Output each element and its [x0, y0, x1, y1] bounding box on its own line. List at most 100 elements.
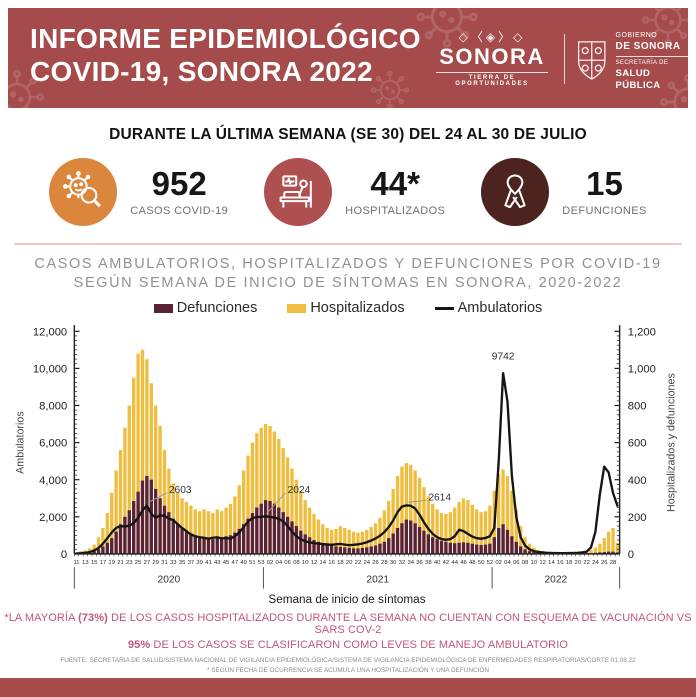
defunciones-value: 15 [586, 165, 623, 202]
svg-text:04: 04 [504, 560, 511, 566]
legend-hospitalizados: Hospitalizados [287, 300, 405, 317]
svg-text:11: 11 [73, 560, 79, 566]
svg-text:42: 42 [443, 560, 450, 566]
svg-text:47: 47 [232, 560, 239, 566]
svg-text:12: 12 [311, 560, 318, 566]
mild-cases-text: DE LOS CASOS SE CLASIFICARON COMO LEVES … [150, 639, 569, 652]
sonora-logo-glyphs-icon: ◇〈◈〉◇ [458, 30, 526, 44]
svg-text:19: 19 [108, 560, 115, 566]
legend-defunciones: Defunciones [153, 300, 258, 317]
svg-text:06: 06 [284, 560, 291, 566]
main-content: DURANTE LA ÚLTIMA SEMANA (SE 30) DEL 24 … [0, 108, 696, 676]
gobierno-text: GOBIERNO DE SONORA SECRETARÍA DE SALUD P… [615, 32, 688, 92]
vaccination-note-text2: DE LOS CASOS HOSPITALIZADOS DURANTE LA S… [107, 612, 692, 637]
svg-text:14: 14 [320, 560, 327, 566]
svg-text:0: 0 [628, 549, 634, 561]
svg-text:800: 800 [628, 401, 647, 413]
svg-text:26: 26 [601, 560, 608, 566]
svg-text:10: 10 [302, 560, 309, 566]
x-axis-title: Semana de inicio de síntomas [268, 593, 425, 606]
svg-text:46: 46 [460, 560, 467, 566]
defunciones-swatch-icon [153, 303, 173, 313]
legend-hospitalizados-label: Hospitalizados [310, 300, 405, 317]
chart-title-line1: CASOS AMBULATORIOS, HOSPITALIZADOS Y DEF… [34, 256, 662, 272]
gobierno-line1: GOBIERNO [615, 32, 658, 39]
svg-text:8,000: 8,000 [39, 401, 67, 413]
svg-text:32: 32 [399, 560, 406, 566]
stat-casos: 952 CASOS COVID-19 [49, 158, 228, 226]
bars-hospitalizados [74, 350, 620, 555]
svg-text:49: 49 [240, 560, 247, 566]
casos-value: 952 [151, 165, 207, 202]
svg-text:40: 40 [434, 560, 441, 566]
svg-text:18: 18 [337, 560, 344, 566]
svg-text:2022: 2022 [545, 575, 568, 586]
svg-text:17: 17 [100, 560, 107, 566]
svg-text:04: 04 [276, 560, 283, 566]
svg-text:6,000: 6,000 [39, 438, 67, 450]
svg-text:08: 08 [522, 560, 529, 566]
sonora-logo: ◇〈◈〉◇ SONORA TIERRA DE OPORTUNIDADES [436, 28, 548, 87]
sonora-logo-tagline: TIERRA DE OPORTUNIDADES [436, 72, 548, 87]
source-note: FUENTE: SECRETARIA DE SALUD/SISTEMA NACI… [0, 656, 696, 676]
bars-defunciones [74, 476, 620, 555]
svg-text:23: 23 [126, 560, 133, 566]
defunciones-label: DEFUNCIONES [562, 205, 647, 217]
svg-text:31: 31 [161, 560, 168, 566]
page-title-line1: INFORME EPIDEMIOLÓGICO [30, 23, 421, 54]
annotation-2024: 2024 [288, 485, 311, 496]
svg-text:21: 21 [117, 560, 124, 566]
casos-circle [49, 158, 118, 226]
header-banner: INFORME EPIDEMIOLÓGICO COVID-19, SONORA … [8, 8, 688, 108]
svg-text:33: 33 [170, 560, 177, 566]
sonora-shield-icon [578, 41, 606, 80]
svg-text:16: 16 [557, 560, 564, 566]
svg-text:36: 36 [416, 560, 423, 566]
svg-text:13: 13 [82, 560, 89, 566]
svg-text:0: 0 [61, 549, 67, 561]
svg-text:24: 24 [363, 560, 370, 566]
casos-text: 952 CASOS COVID-19 [130, 167, 228, 217]
svg-text:16: 16 [328, 560, 335, 566]
source-line1: FUENTE: SECRETARIA DE SALUD/SISTEMA NACI… [60, 657, 636, 665]
svg-text:1,200: 1,200 [628, 327, 656, 339]
legend-defunciones-label: Defunciones [176, 300, 258, 317]
gobierno-logo: GOBIERNO DE SONORA SECRETARÍA DE SALUD P… [576, 32, 688, 92]
svg-text:2020: 2020 [158, 575, 181, 586]
y-right-title: Hospitalizados y defunciones [666, 373, 678, 512]
legend-ambulatorios: Ambulatorios [434, 300, 543, 317]
svg-text:24: 24 [592, 560, 599, 566]
svg-text:28: 28 [610, 560, 617, 566]
svg-text:51: 51 [249, 560, 256, 566]
svg-text:39: 39 [196, 560, 203, 566]
annotation-2603: 2603 [169, 485, 192, 496]
section-divider [14, 243, 682, 245]
svg-text:4,000: 4,000 [39, 475, 67, 487]
footer-bar [0, 678, 696, 697]
page-title: INFORME EPIDEMIOLÓGICO COVID-19, SONORA … [30, 23, 421, 89]
annotation-9742: 9742 [492, 352, 515, 363]
svg-text:400: 400 [628, 475, 647, 487]
vaccination-note-text: *LA MAYORÍA [4, 612, 79, 625]
chart-title-line2: SEGÚN SEMANA DE INICIO DE SÍNTOMAS EN SO… [73, 275, 623, 292]
page-title-line2: COVID-19, SONORA 2022 [30, 55, 373, 87]
chart-title: CASOS AMBULATORIOS, HOSPITALIZADOS Y DEF… [0, 255, 696, 293]
defunciones-text: 15 DEFUNCIONES [562, 167, 646, 217]
mild-cases-note: 95% DE LOS CASOS SE CLASIFICARON COMO LE… [0, 639, 696, 651]
svg-text:44: 44 [451, 560, 458, 566]
mourning-ribbon-icon [504, 174, 526, 209]
hospitalizados-circle [264, 158, 333, 226]
ambulatorios-line-swatch-icon [434, 306, 454, 310]
svg-text:22: 22 [583, 560, 590, 566]
svg-text:20: 20 [575, 560, 582, 566]
svg-text:41: 41 [205, 560, 212, 566]
legend-ambulatorios-label: Ambulatorios [457, 300, 543, 317]
chart-legend: Defunciones Hospitalizados Ambulatorios [0, 300, 696, 316]
virus-search-icon [63, 171, 102, 208]
hospitalizados-value: 44* [370, 165, 420, 202]
svg-text:38: 38 [425, 560, 432, 566]
svg-text:10: 10 [531, 560, 538, 566]
hospitalizados-text: 44* HOSPITALIZADOS [345, 167, 445, 217]
hospitalizados-label: HOSPITALIZADOS [345, 205, 446, 217]
